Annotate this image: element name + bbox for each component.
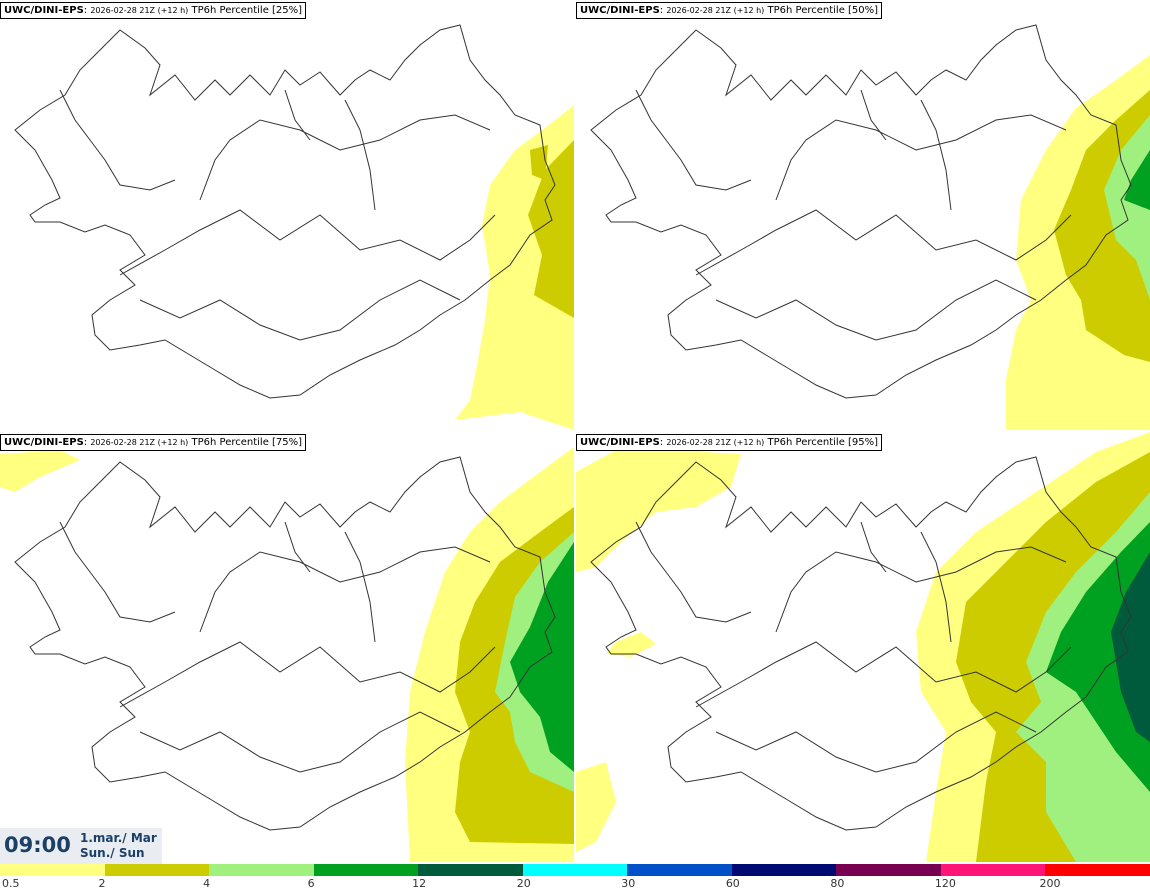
precip-field (0, 447, 574, 862)
map-panel-p75: UWC/DINI-EPS: 2026-02-28 21Z (+12 h) TP6… (0, 432, 574, 862)
colorbar-segment (1045, 864, 1150, 876)
precip-map (14, 24, 574, 430)
colorbar-tick-label: 120 (934, 877, 956, 890)
precip-map (590, 24, 1150, 430)
coastline (590, 24, 1132, 399)
colorbar-tick-label: 60 (725, 877, 740, 890)
colorbar-segment (522, 864, 628, 876)
colorbar-tick-label: 20 (516, 877, 531, 890)
coastline (14, 456, 556, 831)
colorbar-segment (104, 864, 210, 876)
colorbar-segment (627, 864, 732, 876)
colorbar-tick-label: 2 (98, 877, 106, 890)
colorbar-tick-label: 0.5 (2, 877, 20, 890)
colorbar-segment (418, 864, 523, 876)
colorbar-tick-label: 4 (203, 877, 211, 890)
coastline (590, 456, 1132, 831)
colorbar-tick-label: 80 (830, 877, 845, 890)
valid-time-box: 09:00 1.mar./ Mar Sun./ Sun (0, 828, 162, 864)
map-panel-p50: UWC/DINI-EPS: 2026-02-28 21Z (+12 h) TP6… (576, 0, 1150, 430)
panel-title: UWC/DINI-EPS: 2026-02-28 21Z (+12 h) TP6… (0, 2, 307, 19)
colorbar-segment (209, 864, 314, 876)
panel-title: UWC/DINI-EPS: 2026-02-28 21Z (+12 h) TP6… (0, 434, 307, 451)
colorbar-segment (836, 864, 941, 876)
valid-day: Sun./ Sun (80, 846, 145, 860)
colorbar-tick-label: 30 (621, 877, 636, 890)
precip-map (0, 447, 574, 862)
colorbar-tick-label: 6 (307, 877, 315, 890)
colorbar-segment (940, 864, 1046, 876)
valid-date: 1.mar./ Mar (80, 831, 157, 845)
colorbar-segment (313, 864, 419, 876)
precip-map (576, 432, 1150, 862)
colorbar-ticks: 0.5 2 4 6 12 20 30 60 80 120 200 (0, 877, 1150, 891)
colorbar-segment (0, 864, 105, 876)
colorbar-tick-label: 12 (412, 877, 427, 890)
precip-field (455, 105, 574, 430)
colorbar-tick-label: 200 (1039, 877, 1061, 890)
precip-colorbar (0, 864, 1150, 876)
colorbar-segment (731, 864, 837, 876)
map-panel-p25: UWC/DINI-EPS: 2026-02-28 21Z (+12 h) TP6… (0, 0, 574, 430)
map-panel-p95: UWC/DINI-EPS: 2026-02-28 21Z (+12 h) TP6… (576, 432, 1150, 862)
panel-title: UWC/DINI-EPS: 2026-02-28 21Z (+12 h) TP6… (576, 2, 883, 19)
valid-time: 09:00 (4, 833, 71, 857)
panel-title: UWC/DINI-EPS: 2026-02-28 21Z (+12 h) TP6… (576, 434, 883, 451)
coastline (14, 24, 556, 399)
precip-field (1006, 55, 1150, 430)
